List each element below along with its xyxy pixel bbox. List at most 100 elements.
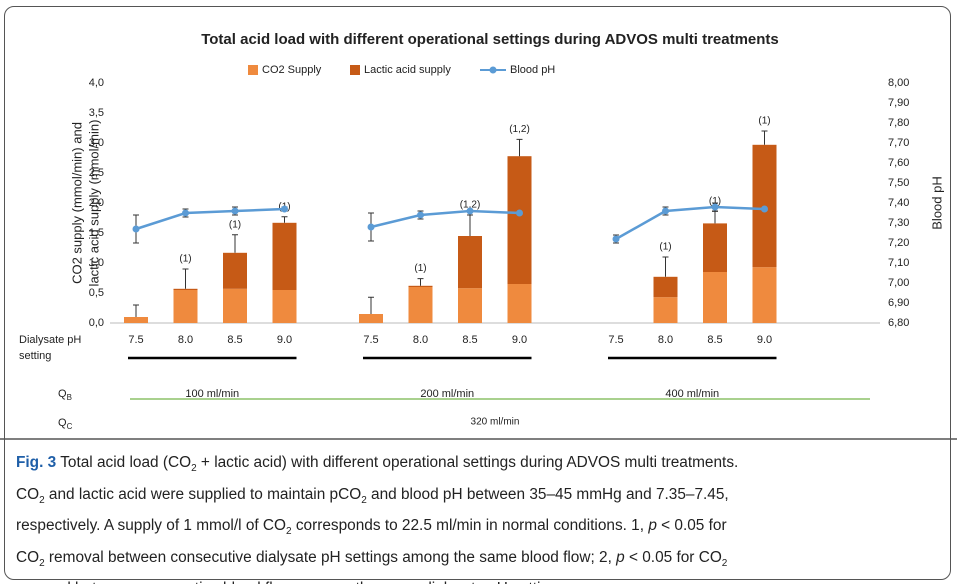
bar-segment xyxy=(408,287,433,323)
bar-segment xyxy=(173,290,198,323)
annotation: (1) xyxy=(229,219,241,230)
ph-marker xyxy=(281,205,288,213)
error-bar xyxy=(761,130,768,145)
y-tick-label: 0,0 xyxy=(89,317,104,329)
bar-segment xyxy=(752,267,777,323)
caption-text: CO xyxy=(16,548,40,566)
bar-segment xyxy=(653,276,678,298)
y-tick-label: 4,0 xyxy=(89,77,104,89)
error-bar xyxy=(712,210,718,224)
bar-segment xyxy=(703,223,727,272)
caption-line: removal between consecutive blood flows … xyxy=(16,576,738,584)
bar-segment xyxy=(458,288,482,323)
ph-marker xyxy=(466,207,474,215)
caption-text: respectively. A supply of 1 mmol/l of CO xyxy=(16,517,287,535)
legend-label: Lactic acid supply xyxy=(364,64,451,76)
y2-tick-label: 7,50 xyxy=(888,177,909,189)
row-label-sub: C xyxy=(67,422,73,431)
chart: Total acid load with different operation… xyxy=(0,31,957,440)
annotation: (1,2) xyxy=(509,124,530,135)
x-tick-label: 7.5 xyxy=(363,334,378,346)
error-bar xyxy=(368,296,374,314)
caption-text: removal between consecutive dialysate pH… xyxy=(44,548,617,566)
y2-tick-label: 6,90 xyxy=(888,297,909,309)
caption-line: respectively. A supply of 1 mmol/l of CO… xyxy=(16,513,738,545)
x-tick-label: 7.5 xyxy=(128,334,143,346)
y-tick-label: 2,5 xyxy=(89,167,104,179)
chart-title: Total acid load with different operation… xyxy=(201,31,779,48)
y-axis-title: lactic acid supply (mmol/min) xyxy=(86,120,101,287)
ph-marker xyxy=(231,207,239,215)
error-bar xyxy=(516,138,523,157)
x-tick-label: 8.5 xyxy=(227,334,242,346)
y2-axis-title: Blood pH xyxy=(929,176,944,229)
y2-tick-label: 7,60 xyxy=(888,157,909,169)
caption-text: 2 xyxy=(361,494,367,506)
x-tick-label: 8.0 xyxy=(658,334,673,346)
error-bar xyxy=(182,268,189,289)
legend-swatch xyxy=(350,65,360,75)
legend-label: Blood pH xyxy=(510,64,555,76)
caption-text: and blood pH between 35–45 mmHg and 7.35… xyxy=(366,485,729,503)
bar-segment xyxy=(458,236,482,289)
caption-text: Fig. 3 xyxy=(16,454,57,471)
caption-text: Total acid load (CO xyxy=(56,454,192,471)
annotation: (1) xyxy=(179,254,191,265)
x-tick-label: 9.0 xyxy=(277,334,292,346)
error-bar xyxy=(133,304,139,317)
caption-text: 2 xyxy=(191,463,197,475)
x-tick-label: 8.0 xyxy=(413,334,428,346)
bar-segment xyxy=(223,252,247,289)
group-label: 400 ml/min xyxy=(665,388,719,400)
y-tick-label: 1,0 xyxy=(89,257,104,269)
row-label-sub: B xyxy=(67,393,72,402)
x-tick-label: 8.0 xyxy=(178,334,193,346)
y-tick-label: 2,0 xyxy=(89,197,104,209)
caption-line: Fig. 3 Total acid load (CO2 + lactic aci… xyxy=(16,450,738,482)
error-bar xyxy=(417,278,424,286)
caption-text: 2 xyxy=(39,494,45,506)
y2-tick-label: 7,30 xyxy=(888,217,909,229)
x-tick-label: 7.5 xyxy=(608,334,623,346)
caption-text: CO xyxy=(16,485,40,503)
y2-tick-label: 7,40 xyxy=(888,197,909,209)
annotation: (1) xyxy=(758,116,770,127)
y2-tick-label: 8,00 xyxy=(888,77,909,89)
caption-text: p xyxy=(648,517,657,535)
row-label: QB xyxy=(58,388,72,402)
row-label: QC xyxy=(58,417,73,431)
group-label: 200 ml/min xyxy=(420,388,474,400)
bar-segment xyxy=(408,285,433,287)
annotation: (1) xyxy=(414,263,426,274)
x-axis-title: setting xyxy=(19,350,51,362)
caption-text: + lactic acid) with different operationa… xyxy=(196,454,739,471)
bar-segment xyxy=(359,314,383,323)
y-tick-label: 1,5 xyxy=(89,227,104,239)
y-tick-label: 3,5 xyxy=(89,107,104,119)
legend-swatch xyxy=(248,65,258,75)
ph-marker xyxy=(711,203,719,211)
ph-line xyxy=(370,209,520,229)
error-bar xyxy=(281,216,288,223)
caption-text: and lactic acid were supplied to maintai… xyxy=(44,485,362,503)
x-tick-label: 9.0 xyxy=(757,334,772,346)
row-label-text: Q xyxy=(58,417,67,429)
frame xyxy=(4,6,951,580)
ph-marker xyxy=(367,223,375,231)
y2-tick-label: 7,80 xyxy=(888,117,909,129)
ph-marker xyxy=(761,205,768,213)
y2-tick-label: 7,00 xyxy=(888,277,909,289)
caption-text: 2 xyxy=(39,557,45,569)
annotation: (1) xyxy=(709,196,721,207)
ph-marker xyxy=(417,211,424,219)
ph-line xyxy=(135,207,285,231)
annotation: (1,2) xyxy=(460,200,481,211)
y-tick-label: 0,5 xyxy=(89,287,104,299)
x-axis-title: Dialysate pH xyxy=(19,334,81,346)
y2-tick-label: 6,80 xyxy=(888,317,909,329)
caption-text: < 0.05 for xyxy=(656,517,727,535)
ph-marker xyxy=(662,207,669,215)
y-axis-title: CO2 supply (mmol/min) and xyxy=(69,122,84,284)
y-tick-label: 3,0 xyxy=(89,137,104,149)
